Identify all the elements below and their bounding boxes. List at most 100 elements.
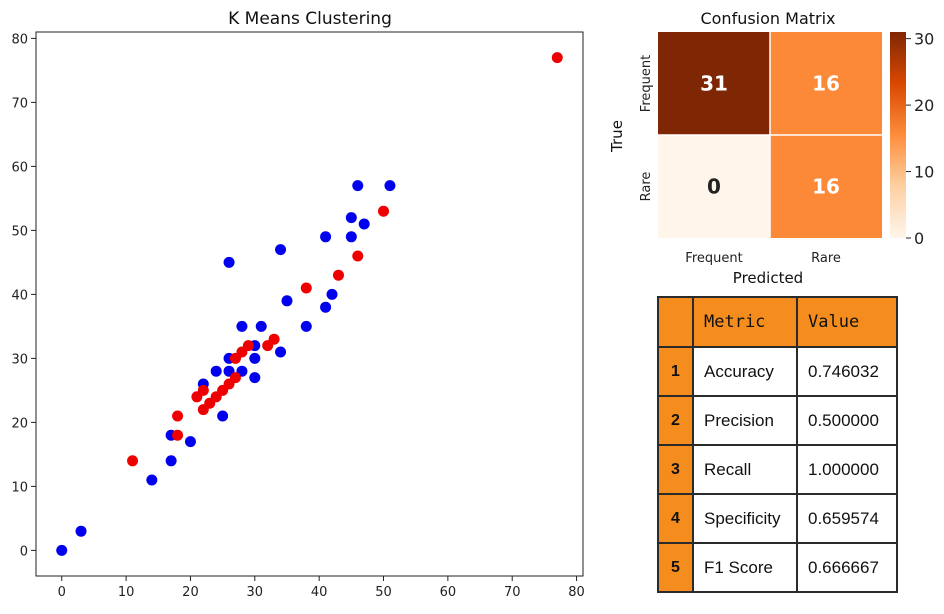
scatter-point-cluster-blue xyxy=(223,256,235,268)
scatter-point-cluster-blue xyxy=(275,346,287,358)
metric-name: Specificity xyxy=(692,493,798,544)
scatter-point-cluster-blue xyxy=(165,455,177,467)
cm-cell xyxy=(770,32,882,135)
colorbar-tick-label: 30 xyxy=(914,30,934,49)
x-tick-label: 60 xyxy=(440,585,457,600)
scatter-point-cluster-blue xyxy=(345,212,357,224)
metric-name: Recall xyxy=(692,444,798,495)
cm-title: Confusion Matrix xyxy=(700,9,835,28)
y-tick-label: 40 xyxy=(11,288,28,303)
scatter-point-cluster-blue xyxy=(217,410,229,422)
scatter-point-cluster-blue xyxy=(184,436,196,448)
metric-name: Precision xyxy=(692,395,798,446)
x-tick-label: 80 xyxy=(568,585,585,600)
scatter-point-cluster-blue xyxy=(249,372,261,384)
row-index: 1 xyxy=(657,346,694,397)
scatter-point-cluster-red xyxy=(229,372,241,384)
colorbar-tick-label: 10 xyxy=(914,163,934,182)
y-tick-label: 70 xyxy=(11,96,28,111)
cm-xlabel: Predicted xyxy=(733,269,803,287)
y-tick-label: 30 xyxy=(11,352,28,367)
kmeans-scatter-chart: K Means Clustering 0 10 20 30 40 50 60 70 80 0 10… xyxy=(11,9,585,600)
cm-x-tick-label: Frequent xyxy=(685,251,742,266)
x-tick-label: 0 xyxy=(58,585,66,600)
colorbar-tick-label: 0 xyxy=(914,229,924,248)
x-tick-label: 50 xyxy=(375,585,392,600)
y-tick-label: 20 xyxy=(11,416,28,431)
y-tick-label: 80 xyxy=(11,32,28,47)
cm-cell-value: 16 xyxy=(812,175,840,199)
chart-title: K Means Clustering xyxy=(228,9,392,29)
metrics-table: Metric Value 1 Accuracy 0.746032 2 Preci… xyxy=(657,296,898,593)
scatter-point-cluster-red xyxy=(197,384,209,396)
scatter-point-cluster-blue xyxy=(75,525,87,537)
table-row: 5 F1 Score 0.666667 xyxy=(657,542,898,593)
x-tick-label: 10 xyxy=(118,585,135,600)
table-header-row: Metric Value xyxy=(657,296,898,348)
table-row: 2 Precision 0.500000 xyxy=(657,395,898,446)
x-tick-label: 40 xyxy=(311,585,328,600)
cm-cell xyxy=(770,135,882,238)
scatter-point-cluster-red xyxy=(172,429,184,441)
x-tick-label: 30 xyxy=(247,585,264,600)
scatter-point-cluster-red xyxy=(300,282,312,294)
metric-value: 0.659574 xyxy=(796,493,898,544)
scatter-point-cluster-blue xyxy=(358,218,370,230)
scatter-point-cluster-blue xyxy=(320,231,332,243)
scatter-point-cluster-blue xyxy=(281,295,293,307)
cm-x-tick-label: Rare xyxy=(811,251,841,266)
metric-value: 0.746032 xyxy=(796,346,898,397)
cm-cell xyxy=(658,135,770,238)
cm-y-tick-label: Rare xyxy=(639,172,654,202)
column-header-value: Value xyxy=(796,296,898,348)
y-tick-label: 60 xyxy=(11,160,28,175)
cm-ylabel: True xyxy=(608,120,626,153)
x-tick-label: 20 xyxy=(182,585,199,600)
y-tick-label: 10 xyxy=(11,480,28,495)
y-tick-label: 50 xyxy=(11,224,28,239)
scatter-point-cluster-blue xyxy=(56,544,68,556)
scatter-point-cluster-red xyxy=(127,455,139,467)
plot-frame xyxy=(35,31,584,577)
scatter-point-cluster-blue xyxy=(352,180,364,192)
scatter-point-cluster-blue xyxy=(236,320,248,332)
row-index: 4 xyxy=(657,493,694,544)
row-index: 2 xyxy=(657,395,694,446)
y-tick-label: 0 xyxy=(20,544,28,559)
metric-value: 0.666667 xyxy=(796,542,898,593)
scatter-point-cluster-blue xyxy=(384,180,396,192)
column-header-metric: Metric xyxy=(692,296,798,348)
scatter-point-cluster-blue xyxy=(249,352,261,364)
scatter-point-cluster-red xyxy=(332,269,344,281)
table-corner-cell xyxy=(657,296,694,348)
cm-cell-value: 16 xyxy=(812,72,840,96)
scatter-point-cluster-red xyxy=(268,333,280,345)
scatter-point-cluster-red xyxy=(172,410,184,422)
scatter-point-cluster-red xyxy=(242,340,254,352)
scatter-point-cluster-red xyxy=(551,52,563,64)
scatter-point-cluster-blue xyxy=(300,320,312,332)
table-row: 4 Specificity 0.659574 xyxy=(657,493,898,544)
row-index: 5 xyxy=(657,542,694,593)
scatter-point-cluster-blue xyxy=(320,301,332,313)
colorbar xyxy=(890,32,906,238)
metric-value: 1.000000 xyxy=(796,444,898,495)
cm-cell xyxy=(658,32,770,135)
x-tick-label: 70 xyxy=(504,585,521,600)
metric-name: Accuracy xyxy=(692,346,798,397)
row-index: 3 xyxy=(657,444,694,495)
confusion-matrix-chart: Confusion Matrix 31 16 0 16 Frequent Rare Fre… xyxy=(608,9,934,287)
colorbar-tick-label: 20 xyxy=(914,96,934,115)
scatter-point-cluster-blue xyxy=(275,244,287,256)
scatter-point-cluster-red xyxy=(378,205,390,217)
cm-cell-value: 0 xyxy=(707,175,721,199)
scatter-point-cluster-blue xyxy=(210,365,222,377)
cm-y-tick-label: Frequent xyxy=(639,55,654,112)
scatter-point-cluster-blue xyxy=(345,231,357,243)
table-row: 1 Accuracy 0.746032 xyxy=(657,346,898,397)
scatter-point-cluster-red xyxy=(352,250,364,262)
scatter-point-cluster-blue xyxy=(255,320,267,332)
table-row: 3 Recall 1.000000 xyxy=(657,444,898,495)
scatter-point-cluster-blue xyxy=(326,288,338,300)
metric-name: F1 Score xyxy=(692,542,798,593)
